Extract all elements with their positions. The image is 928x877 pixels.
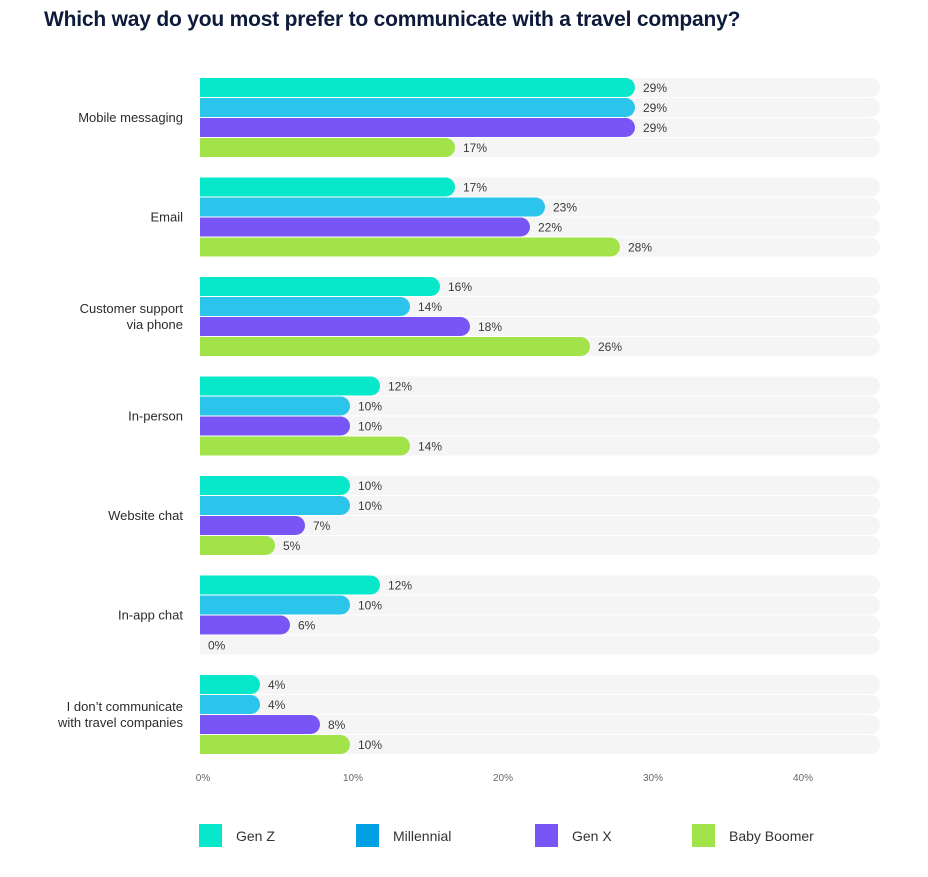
x-tick-label: 10% xyxy=(343,773,363,784)
value-label: 10% xyxy=(358,400,382,414)
bar-millennial xyxy=(200,197,545,217)
value-label: 0% xyxy=(208,639,226,653)
legend-label: Gen X xyxy=(572,828,612,844)
category-label: Website chat xyxy=(108,508,183,523)
bar-track xyxy=(200,396,880,416)
chart-title: Which way do you most prefer to communic… xyxy=(44,8,741,31)
x-tick-label: 20% xyxy=(493,773,513,784)
bar-baby-boomer xyxy=(200,138,455,157)
bar-gen-x xyxy=(200,615,290,635)
category-label: Customer support via phone xyxy=(80,301,184,332)
bar-millennial xyxy=(200,396,350,416)
legend-label: Millennial xyxy=(393,828,451,844)
bar-gen-z xyxy=(200,376,380,396)
bar-gen-x xyxy=(200,118,635,137)
bar-track xyxy=(200,615,880,635)
value-label: 10% xyxy=(358,479,382,493)
legend-swatch xyxy=(199,824,222,847)
bar-baby-boomer xyxy=(200,436,410,456)
bar-gen-x xyxy=(200,715,320,734)
value-label: 7% xyxy=(313,519,331,533)
bar-gen-z xyxy=(200,78,635,97)
value-label: 6% xyxy=(298,619,316,633)
value-label: 12% xyxy=(388,380,412,394)
x-tick-label: 0% xyxy=(196,773,211,784)
legend-swatch xyxy=(535,824,558,847)
bar-baby-boomer xyxy=(200,337,590,356)
category-label: Email xyxy=(150,210,183,225)
value-label: 14% xyxy=(418,440,442,454)
value-label: 4% xyxy=(268,678,286,692)
bar-millennial xyxy=(200,496,350,515)
value-label: 22% xyxy=(538,221,562,235)
legend-label: Baby Boomer xyxy=(729,828,814,844)
value-label: 17% xyxy=(463,181,487,195)
value-label: 29% xyxy=(643,81,667,95)
bar-track xyxy=(200,735,880,754)
bar-gen-z xyxy=(200,177,455,197)
legend-swatch xyxy=(356,824,379,847)
bar-millennial xyxy=(200,297,410,316)
bar-gen-z xyxy=(200,277,440,296)
bar-gen-z xyxy=(200,575,380,595)
bar-gen-z xyxy=(200,476,350,495)
value-label: 4% xyxy=(268,698,286,712)
bar-baby-boomer xyxy=(200,735,350,754)
bar-track xyxy=(200,416,880,436)
x-tick-label: 30% xyxy=(643,773,663,784)
bar-track xyxy=(200,635,880,655)
value-label: 12% xyxy=(388,579,412,593)
value-label: 16% xyxy=(448,280,472,294)
category-label: In-person xyxy=(128,409,183,424)
value-label: 29% xyxy=(643,121,667,135)
value-label: 14% xyxy=(418,300,442,314)
bar-gen-x xyxy=(200,416,350,436)
bar-baby-boomer xyxy=(200,237,620,257)
value-label: 10% xyxy=(358,499,382,513)
bar-baby-boomer xyxy=(200,536,275,555)
value-label: 26% xyxy=(598,340,622,354)
bar-track xyxy=(200,516,880,535)
value-label: 29% xyxy=(643,101,667,115)
value-label: 5% xyxy=(283,539,301,553)
x-tick-label: 40% xyxy=(793,773,813,784)
value-label: 10% xyxy=(358,738,382,752)
bar-track xyxy=(200,476,880,495)
bar-track xyxy=(200,715,880,734)
bar-gen-x xyxy=(200,516,305,535)
category-label: In-app chat xyxy=(118,608,183,623)
category-label: I don’t communicate with travel companies xyxy=(57,699,183,730)
bar-track xyxy=(200,496,880,515)
bar-millennial xyxy=(200,595,350,615)
category-label: Mobile messaging xyxy=(78,110,183,125)
bar-gen-x xyxy=(200,217,530,237)
legend-label: Gen Z xyxy=(236,828,275,844)
value-label: 18% xyxy=(478,320,502,334)
bar-track xyxy=(200,695,880,714)
bar-track xyxy=(200,675,880,694)
value-label: 10% xyxy=(358,599,382,613)
bar-gen-z xyxy=(200,675,260,694)
bar-track xyxy=(200,536,880,555)
bar-millennial xyxy=(200,695,260,714)
value-label: 23% xyxy=(553,201,577,215)
bar-gen-x xyxy=(200,317,470,336)
value-label: 10% xyxy=(358,420,382,434)
value-label: 17% xyxy=(463,141,487,155)
bar-track xyxy=(200,595,880,615)
legend-swatch xyxy=(692,824,715,847)
bar-millennial xyxy=(200,98,635,117)
value-label: 8% xyxy=(328,718,346,732)
value-label: 28% xyxy=(628,241,652,255)
